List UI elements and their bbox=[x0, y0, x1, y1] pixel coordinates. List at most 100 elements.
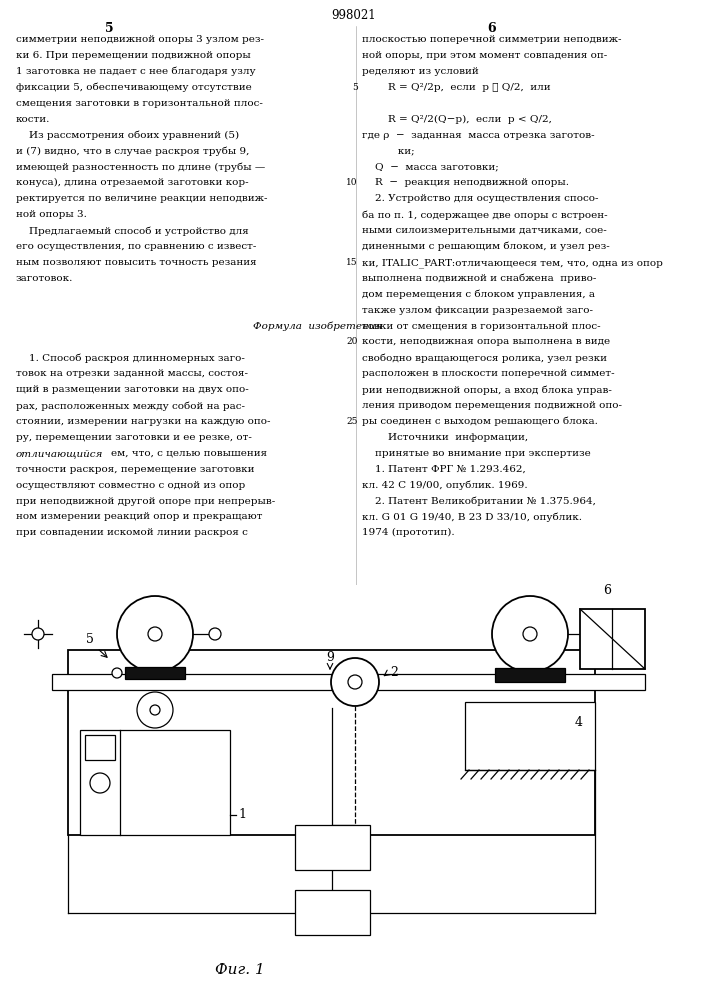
Text: также узлом фиксации разрезаемой заго-: также узлом фиксации разрезаемой заго- bbox=[362, 306, 593, 315]
Text: рии неподвижной опоры, а вход блока управ-: рии неподвижной опоры, а вход блока упра… bbox=[362, 385, 612, 395]
Text: при совпадении искомой линии раскроя с: при совпадении искомой линии раскроя с bbox=[16, 528, 247, 537]
Text: Из рассмотрения обоих уравнений (5): Из рассмотрения обоих уравнений (5) bbox=[16, 131, 239, 140]
Bar bbox=[85, 735, 115, 760]
Text: 10: 10 bbox=[346, 178, 358, 187]
Text: 5: 5 bbox=[105, 22, 114, 35]
Text: 6: 6 bbox=[603, 584, 611, 597]
Text: Предлагаемый способ и устройство для: Предлагаемый способ и устройство для bbox=[16, 226, 248, 236]
Bar bbox=[580, 609, 645, 669]
Text: 9: 9 bbox=[326, 651, 334, 664]
Bar bbox=[295, 825, 370, 870]
Text: фиксации 5, обеспечивающему отсутствие: фиксации 5, обеспечивающему отсутствие bbox=[16, 83, 251, 92]
Text: ными силоизмерительными датчиками, сое-: ными силоизмерительными датчиками, сое- bbox=[362, 226, 607, 235]
Text: принятые во внимание при экспертизе: принятые во внимание при экспертизе bbox=[362, 449, 591, 458]
Text: отличающийся: отличающийся bbox=[16, 449, 103, 458]
Text: 1974 (прототип).: 1974 (прототип). bbox=[362, 528, 455, 537]
Text: 15: 15 bbox=[346, 258, 358, 267]
Text: 7: 7 bbox=[327, 841, 337, 855]
Text: плоскостью поперечной симметрии неподвиж-: плоскостью поперечной симметрии неподвиж… bbox=[362, 35, 621, 44]
Text: рах, расположенных между собой на рас-: рах, расположенных между собой на рас- bbox=[16, 401, 245, 411]
Circle shape bbox=[148, 627, 162, 641]
Text: 6: 6 bbox=[487, 22, 496, 35]
Text: расположен в плоскости поперечной симмет-: расположен в плоскости поперечной симмет… bbox=[362, 369, 614, 378]
Text: ректируется по величине реакции неподвиж-: ректируется по величине реакции неподвиж… bbox=[16, 194, 267, 203]
Text: 3: 3 bbox=[608, 638, 616, 650]
Text: Фиг. 1: Фиг. 1 bbox=[215, 963, 265, 977]
Text: 2. Устройство для осуществления спосо-: 2. Устройство для осуществления спосо- bbox=[362, 194, 599, 203]
Bar bbox=[68, 650, 595, 835]
Text: ределяют из условий: ределяют из условий bbox=[362, 67, 479, 76]
Text: свободно вращающегося ролика, узел резки: свободно вращающегося ролика, узел резки bbox=[362, 353, 607, 363]
Text: кл. 42 С 19/00, опублик. 1969.: кл. 42 С 19/00, опублик. 1969. bbox=[362, 481, 527, 490]
Text: кости.: кости. bbox=[16, 115, 50, 124]
Text: стоянии, измерении нагрузки на каждую опо-: стоянии, измерении нагрузки на каждую оп… bbox=[16, 417, 270, 426]
Text: ной опоры 3.: ной опоры 3. bbox=[16, 210, 86, 219]
Circle shape bbox=[112, 668, 122, 678]
Text: диненными с решающим блоком, и узел рез-: диненными с решающим блоком, и узел рез- bbox=[362, 242, 609, 251]
Text: имеющей разностенность по длине (трубы —: имеющей разностенность по длине (трубы — bbox=[16, 162, 265, 172]
Text: осуществляют совместно с одной из опор: осуществляют совместно с одной из опор bbox=[16, 481, 245, 490]
Text: ки, ITALIC_PART:отличающееся тем, что, одна из опор: ки, ITALIC_PART:отличающееся тем, что, о… bbox=[362, 258, 663, 268]
Bar bbox=[295, 890, 370, 935]
Text: ба по п. 1, содержащее две опоры с встроен-: ба по п. 1, содержащее две опоры с встро… bbox=[362, 210, 607, 220]
Circle shape bbox=[32, 628, 44, 640]
Text: 1 заготовка не падает с нее благодаря узлу: 1 заготовка не падает с нее благодаря уз… bbox=[16, 67, 255, 76]
Circle shape bbox=[523, 627, 537, 641]
Text: ления приводом перемещения подвижной опо-: ления приводом перемещения подвижной опо… bbox=[362, 401, 622, 410]
Text: кости, неподвижная опора выполнена в виде: кости, неподвижная опора выполнена в вид… bbox=[362, 337, 610, 346]
Text: Формула  изобретения: Формула изобретения bbox=[254, 322, 382, 331]
Text: и (7) видно, что в случае раскроя трубы 9,: и (7) видно, что в случае раскроя трубы … bbox=[16, 146, 249, 156]
Text: 2. Патент Великобритании № 1.375.964,: 2. Патент Великобритании № 1.375.964, bbox=[362, 497, 596, 506]
Text: ки;: ки; bbox=[362, 146, 414, 155]
Text: выполнена подвижной и снабжена  приво-: выполнена подвижной и снабжена приво- bbox=[362, 274, 597, 283]
Circle shape bbox=[137, 692, 173, 728]
Circle shape bbox=[209, 628, 221, 640]
Text: 5: 5 bbox=[352, 83, 358, 92]
Text: ным позволяют повысить точность резания: ным позволяют повысить точность резания bbox=[16, 258, 256, 267]
Text: 1. Патент ФРГ № 1.293.462,: 1. Патент ФРГ № 1.293.462, bbox=[362, 465, 526, 474]
Circle shape bbox=[348, 675, 362, 689]
Text: Q  −  масса заготовки;: Q − масса заготовки; bbox=[362, 162, 498, 171]
Text: щий в размещении заготовки на двух опо-: щий в размещении заготовки на двух опо- bbox=[16, 385, 248, 394]
Text: при неподвижной другой опоре при непрерыв-: при неподвижной другой опоре при непреры… bbox=[16, 497, 275, 506]
Text: товок на отрезки заданной массы, состоя-: товок на отрезки заданной массы, состоя- bbox=[16, 369, 247, 378]
Text: 998021: 998021 bbox=[331, 9, 376, 22]
Text: ном измерении реакций опор и прекращают: ном измерении реакций опор и прекращают bbox=[16, 512, 262, 521]
Text: точности раскроя, перемещение заготовки: точности раскроя, перемещение заготовки bbox=[16, 465, 254, 474]
Text: R = Q²/2р,  если  р ≫ Q/2,  или: R = Q²/2р, если р ≫ Q/2, или bbox=[362, 83, 551, 92]
Bar bbox=[80, 730, 230, 835]
Bar bbox=[125, 667, 185, 679]
Text: ем, что, с целью повышения: ем, что, с целью повышения bbox=[111, 449, 267, 458]
Text: ру, перемещении заготовки и ее резке, от-: ру, перемещении заготовки и ее резке, от… bbox=[16, 433, 252, 442]
Text: товки от смещения в горизонтальной плос-: товки от смещения в горизонтальной плос- bbox=[362, 322, 601, 331]
Bar bbox=[52, 674, 645, 690]
Text: ры соединен с выходом решающего блока.: ры соединен с выходом решающего блока. bbox=[362, 417, 598, 426]
Text: 1: 1 bbox=[238, 808, 246, 822]
Circle shape bbox=[584, 628, 596, 640]
Circle shape bbox=[150, 705, 160, 715]
Text: конуса), длина отрезаемой заготовки кор-: конуса), длина отрезаемой заготовки кор- bbox=[16, 178, 248, 187]
Circle shape bbox=[492, 596, 568, 672]
Text: 2: 2 bbox=[390, 666, 398, 678]
Text: R = Q²/2(Q−р),  если  р < Q/2,: R = Q²/2(Q−р), если р < Q/2, bbox=[362, 115, 552, 124]
Text: 5: 5 bbox=[86, 633, 94, 646]
Bar bbox=[495, 668, 565, 682]
Text: 1. Способ раскроя длинномерных заго-: 1. Способ раскроя длинномерных заго- bbox=[16, 353, 245, 363]
Text: где ρ  −  заданная  масса отрезка заготов-: где ρ − заданная масса отрезка заготов- bbox=[362, 131, 595, 140]
Bar bbox=[465, 702, 595, 770]
Text: заготовок.: заготовок. bbox=[16, 274, 73, 283]
Text: Источники  информации,: Источники информации, bbox=[362, 433, 528, 442]
Circle shape bbox=[331, 658, 379, 706]
Text: ной опоры, при этом момент совпадения оп-: ной опоры, при этом момент совпадения оп… bbox=[362, 51, 607, 60]
Text: 20: 20 bbox=[346, 337, 358, 346]
Text: ки 6. При перемещении подвижной опоры: ки 6. При перемещении подвижной опоры bbox=[16, 51, 250, 60]
Circle shape bbox=[90, 773, 110, 793]
Circle shape bbox=[117, 596, 193, 672]
Text: смещения заготовки в горизонтальной плос-: смещения заготовки в горизонтальной плос… bbox=[16, 99, 262, 108]
Text: дом перемещения с блоком управления, а: дом перемещения с блоком управления, а bbox=[362, 290, 595, 299]
Text: его осуществления, по сравнению с извест-: его осуществления, по сравнению с извест… bbox=[16, 242, 256, 251]
Text: симметрии неподвижной опоры 3 узлом рез-: симметрии неподвижной опоры 3 узлом рез- bbox=[16, 35, 264, 44]
Text: 4: 4 bbox=[575, 716, 583, 728]
Text: R  −  реакция неподвижной опоры.: R − реакция неподвижной опоры. bbox=[362, 178, 569, 187]
Text: кл. G 01 G 19/40, В 23 D 33/10, опублик.: кл. G 01 G 19/40, В 23 D 33/10, опублик. bbox=[362, 512, 582, 522]
